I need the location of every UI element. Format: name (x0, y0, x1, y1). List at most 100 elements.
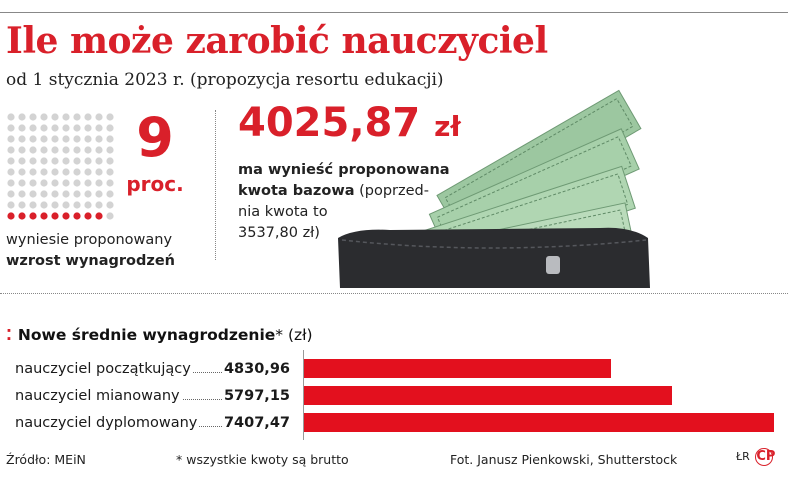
dot (95, 135, 103, 143)
dot (84, 179, 92, 187)
dot (51, 113, 59, 121)
dot (84, 124, 92, 132)
publisher-logo: ŁR CP (736, 448, 776, 466)
vertical-divider (215, 110, 216, 260)
logo-cp-mark: CP (755, 448, 776, 466)
dot (73, 146, 81, 154)
dot (73, 201, 81, 209)
chart-row: nauczyciel dyplomowany 7407,47 (15, 412, 305, 434)
dot (7, 157, 15, 165)
dot-highlighted (73, 212, 81, 220)
dot (106, 212, 114, 220)
dot (95, 113, 103, 121)
dot (51, 190, 59, 198)
dot (29, 201, 37, 209)
dot (95, 201, 103, 209)
dot (40, 190, 48, 198)
page-title: Ile może zarobić nauczyciel (6, 20, 548, 62)
wallet-body (338, 227, 650, 288)
chart-heading-marker: ⁚ (6, 326, 12, 344)
category-label: nauczyciel mianowany (15, 385, 182, 407)
middle-divider (0, 293, 788, 294)
base-desc-bold-1: ma wynieść proponowana (238, 162, 450, 178)
dot (40, 201, 48, 209)
dot (62, 135, 70, 143)
increase-desc-line2: wzrost wynagrodzeń (6, 253, 175, 269)
dot (106, 113, 114, 121)
chart-heading-unit: (zł) (283, 326, 313, 344)
dot-highlighted (84, 212, 92, 220)
chart-heading-asterisk: * (275, 326, 284, 344)
dot (40, 113, 48, 121)
chart-baseline (303, 350, 304, 440)
dot (106, 190, 114, 198)
dot (18, 157, 26, 165)
dot (51, 135, 59, 143)
dot (18, 179, 26, 187)
dot (29, 113, 37, 121)
category-label: nauczyciel początkujący (15, 358, 193, 380)
bar (304, 413, 774, 432)
dot (62, 124, 70, 132)
dot (62, 190, 70, 198)
dot (84, 190, 92, 198)
dot (84, 168, 92, 176)
bar (304, 386, 672, 405)
base-amount-description: ma wynieść proponowana kwota bazowa (pop… (238, 160, 478, 244)
dot (18, 168, 26, 176)
dot (106, 201, 114, 209)
dot (95, 190, 103, 198)
top-rule (0, 12, 788, 13)
logo-left-text: ŁR (736, 450, 750, 463)
base-amount: 4025,87 zł (238, 100, 461, 146)
dot (73, 124, 81, 132)
dot (29, 124, 37, 132)
dot (73, 168, 81, 176)
dot-highlighted (29, 212, 37, 220)
dot (73, 113, 81, 121)
dot (106, 124, 114, 132)
dot (73, 135, 81, 143)
dot (29, 190, 37, 198)
dot (7, 124, 15, 132)
base-desc-rest-2: nia kwota to (238, 204, 328, 220)
bar (304, 359, 611, 378)
dot (51, 146, 59, 154)
dot (95, 168, 103, 176)
dot (7, 113, 15, 121)
base-desc-bold-2: kwota bazowa (238, 183, 355, 199)
dot (51, 157, 59, 165)
category-label: nauczyciel dyplomowany (15, 412, 200, 434)
base-desc-rest-3: 3537,80 zł) (238, 225, 320, 241)
dot (106, 135, 114, 143)
chart-heading: ⁚ Nowe średnie wynagrodzenie* (zł) (6, 326, 313, 344)
dot (40, 135, 48, 143)
dot (62, 179, 70, 187)
dot (7, 168, 15, 176)
dot (95, 146, 103, 154)
dot (7, 201, 15, 209)
dot (73, 190, 81, 198)
dot (40, 179, 48, 187)
wallet-clasp (546, 256, 560, 274)
dot-highlighted (95, 212, 103, 220)
dot (84, 135, 92, 143)
increase-desc-line1: wyniesie proponowany (6, 232, 173, 248)
dot (18, 201, 26, 209)
dot-highlighted (18, 212, 26, 220)
dot (84, 113, 92, 121)
dot-highlighted (51, 212, 59, 220)
dot (62, 113, 70, 121)
base-amount-value: 4025,87 (238, 100, 421, 146)
dot (18, 146, 26, 154)
source-note: Źródło: MEiN (6, 452, 86, 467)
dot (40, 124, 48, 132)
dot (18, 190, 26, 198)
dot (106, 168, 114, 176)
dot (84, 157, 92, 165)
dot (18, 113, 26, 121)
dot (29, 179, 37, 187)
dot (51, 124, 59, 132)
dot (106, 157, 114, 165)
increase-description: wyniesie proponowany wzrost wynagrodzeń (6, 230, 175, 272)
